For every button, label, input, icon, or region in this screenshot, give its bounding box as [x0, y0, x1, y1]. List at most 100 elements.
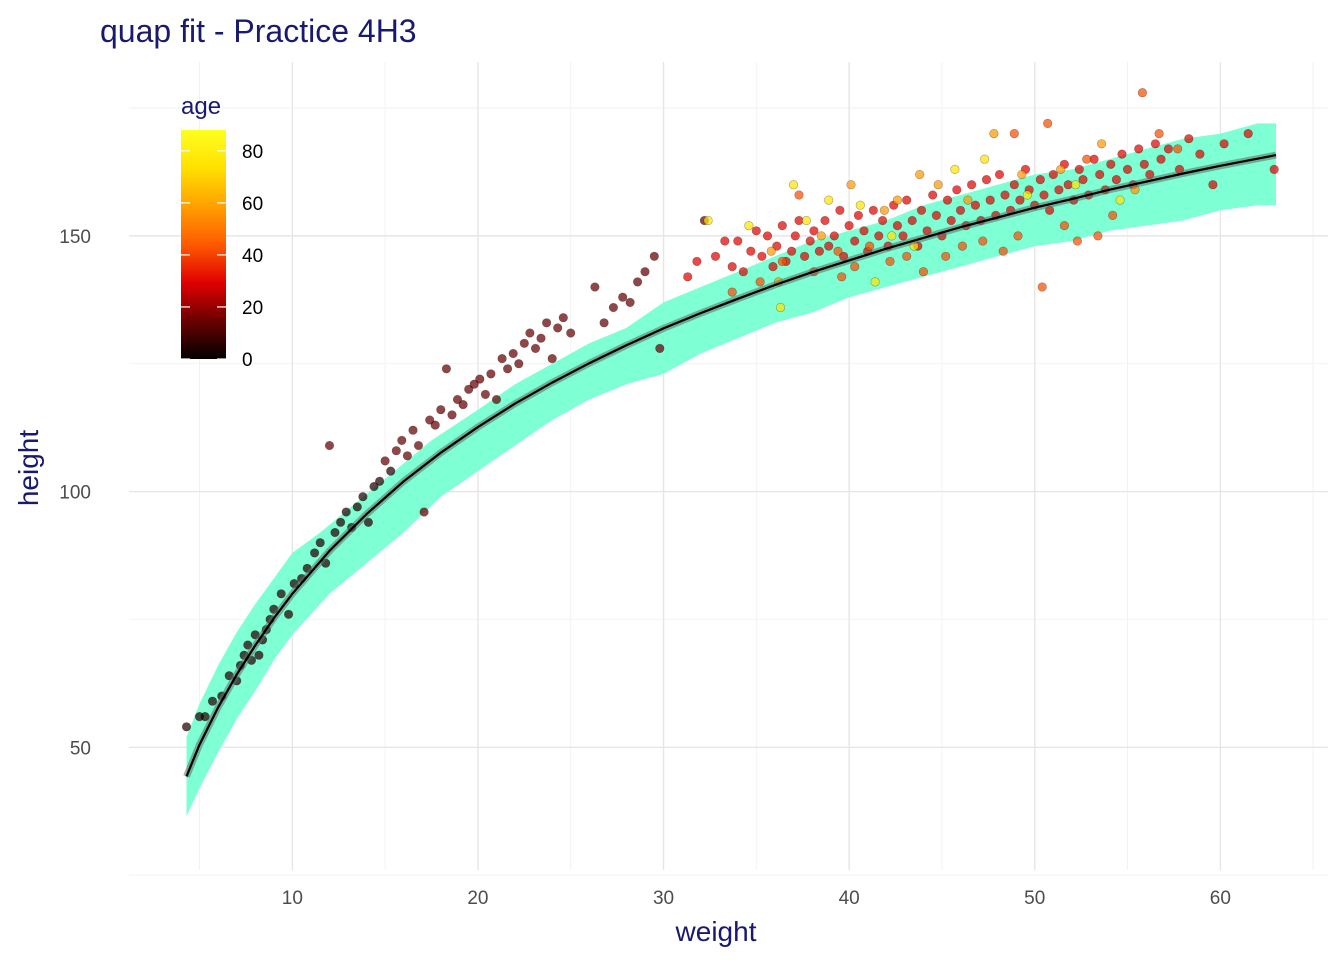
data-point [744, 221, 754, 231]
data-point [762, 231, 773, 241]
data-point [850, 262, 860, 272]
data-point [547, 354, 557, 364]
data-point [1173, 144, 1183, 154]
data-point [892, 195, 903, 205]
data-point [885, 256, 895, 267]
data-point [816, 231, 826, 241]
data-point [966, 180, 977, 190]
data-point [868, 205, 878, 215]
data-point [853, 210, 864, 220]
data-point [941, 251, 951, 261]
data-point [887, 231, 897, 241]
legend-tick-label: 80 [242, 142, 263, 163]
legend-ticks: 0 20 40 60 80 [181, 142, 263, 371]
data-point [833, 246, 843, 256]
x-tick-label: 60 [1210, 888, 1231, 909]
data-point [768, 262, 778, 272]
x-axis-ticks: 10 20 30 40 50 60 [282, 888, 1231, 909]
data-point [1208, 180, 1218, 190]
data-point [1154, 129, 1164, 139]
data-point [777, 256, 787, 267]
data-point [710, 251, 721, 261]
data-point [566, 328, 576, 338]
x-tick-label: 10 [282, 888, 303, 909]
data-point [1134, 144, 1144, 154]
data-point [413, 440, 424, 451]
data-point [315, 538, 325, 548]
data-point [469, 379, 479, 389]
data-point [829, 231, 839, 241]
data-point [436, 405, 446, 415]
data-point [874, 231, 884, 241]
mean-line-path [185, 154, 1277, 777]
data-point [1117, 149, 1127, 159]
data-point [746, 246, 756, 256]
minor-grid [129, 62, 1328, 876]
data-point [989, 129, 999, 139]
data-point [1043, 118, 1053, 128]
data-point [985, 195, 995, 205]
legend-title: age [181, 93, 221, 120]
data-point [1078, 175, 1088, 185]
data-point [859, 226, 869, 236]
data-point [419, 507, 429, 517]
data-point [181, 722, 192, 732]
data-point [772, 241, 782, 251]
data-point [441, 364, 452, 374]
data-point [933, 180, 943, 190]
legend-tick-label: 20 [242, 298, 263, 319]
data-point [814, 246, 825, 256]
data-point [402, 451, 413, 461]
data-point [946, 215, 956, 226]
legend-tick-label: 0 [242, 350, 253, 371]
data-point [788, 180, 799, 190]
data-point [805, 236, 815, 246]
data-point [1111, 175, 1121, 185]
data-point [1070, 180, 1081, 190]
legend-tick-label: 40 [242, 246, 263, 267]
x-tick-label: 20 [467, 888, 488, 909]
data-point [703, 215, 713, 226]
mean-line [183, 151, 1277, 778]
data-point [625, 297, 635, 308]
data-point [608, 302, 619, 313]
interval-band [186, 123, 1276, 817]
y-axis-label: height [13, 430, 44, 507]
data-point [200, 711, 210, 722]
data-point [632, 277, 643, 287]
data-point [408, 425, 418, 435]
data-point [430, 420, 440, 430]
data-point [998, 246, 1008, 256]
data-point [458, 400, 468, 410]
data-point [1022, 190, 1032, 200]
data-point [755, 277, 765, 287]
data-point [649, 251, 659, 261]
data-point [525, 328, 535, 338]
data-point [720, 236, 730, 246]
data-point [1184, 134, 1194, 144]
data-point [786, 246, 797, 256]
data-point [837, 272, 847, 282]
data-point [341, 507, 351, 517]
data-point [952, 185, 962, 195]
data-point [738, 267, 748, 277]
data-point [397, 435, 407, 446]
data-point [1074, 164, 1084, 174]
y-tick-label: 100 [59, 483, 91, 504]
data-point [794, 190, 804, 200]
data-point [514, 359, 524, 369]
data-point [790, 231, 800, 241]
data-point [536, 333, 546, 343]
x-tick-label: 50 [1024, 888, 1045, 909]
data-point [391, 446, 401, 456]
data-point [310, 548, 320, 558]
data-point [1093, 231, 1103, 241]
data-point [877, 215, 888, 226]
data-point [590, 282, 600, 292]
data-point [207, 696, 218, 706]
chart-title: quap fit - Practice 4H3 [100, 13, 417, 49]
data-point [1039, 190, 1049, 200]
legend-colorbar [181, 130, 226, 359]
data-point [1059, 221, 1069, 231]
